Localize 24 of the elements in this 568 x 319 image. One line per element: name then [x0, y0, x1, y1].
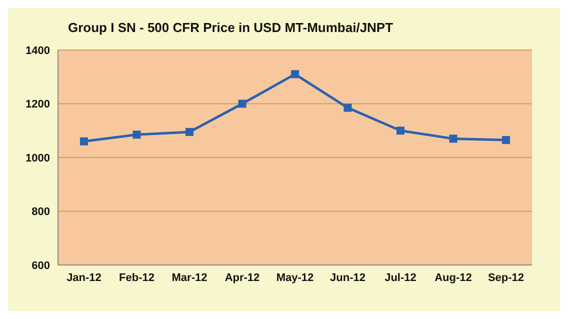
x-tick-label: Feb-12 — [119, 272, 154, 284]
x-tick-label: Jan-12 — [66, 272, 102, 284]
y-tick-label: 1400 — [26, 44, 50, 57]
point — [238, 100, 246, 108]
point — [291, 70, 299, 78]
point — [396, 126, 404, 135]
point — [186, 128, 194, 136]
chart-title: Group I SN - 500 CFR Price in USD MT-Mumbai/JNPT — [68, 20, 394, 35]
point — [502, 136, 510, 144]
y-tick-label: 1000 — [26, 152, 50, 164]
y-tick-label: 800 — [32, 206, 50, 218]
point — [449, 134, 458, 143]
x-tick-label: Jun-12 — [330, 272, 366, 284]
x-tick-label: May-12 — [276, 272, 314, 284]
point — [80, 137, 88, 146]
x-tick-label: Mar-12 — [172, 272, 208, 284]
point — [132, 130, 141, 139]
x-tick-label: Aug-12 — [434, 272, 472, 284]
y-tick-label: 600 — [32, 260, 50, 272]
x-tick-label: Apr-12 — [224, 272, 260, 284]
point — [344, 104, 352, 112]
x-tick-label: Sep-12 — [488, 272, 524, 284]
y-tick-label: 1200 — [26, 98, 50, 111]
x-tick-label: Jul-12 — [384, 272, 416, 284]
